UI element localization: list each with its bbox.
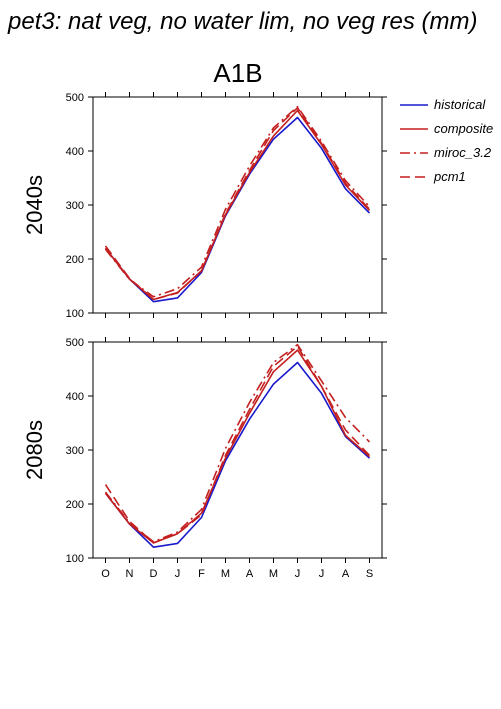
series-line-historical xyxy=(104,361,371,549)
chart-panels: 100 200 300 400 500 2040s 100 200 300 400 500 O N D J F… xyxy=(22,92,387,580)
legend-label: pcm1 xyxy=(433,169,466,184)
x-tick-label: D xyxy=(150,568,158,580)
legend-label: historical xyxy=(434,97,486,112)
x-tick-label: A xyxy=(246,568,254,580)
y-tick-label: 300 xyxy=(66,200,84,212)
row-label: 2040s xyxy=(22,175,47,235)
legend-item-miroc_3.2: miroc_3.2 xyxy=(400,145,492,160)
series-line-miroc_3.2 xyxy=(104,105,371,298)
y-tick-label: 400 xyxy=(66,146,84,158)
legend-label: miroc_3.2 xyxy=(434,145,492,160)
x-tick-label: S xyxy=(366,568,373,580)
series-line-pcm1 xyxy=(104,107,371,301)
y-tick-label: 200 xyxy=(66,499,84,511)
series-line-pcm1 xyxy=(104,345,371,544)
x-tick-label: N xyxy=(126,568,134,580)
plot-frame xyxy=(92,341,383,559)
series-line-composite xyxy=(104,109,371,301)
y-tick-label: 500 xyxy=(66,92,84,104)
x-tick-label: M xyxy=(221,568,230,580)
y-tick-label: 100 xyxy=(66,308,84,320)
y-tick-label: 200 xyxy=(66,254,84,266)
figure-title: pet3: nat veg, no water lim, no veg res … xyxy=(8,8,478,35)
panel-2080s: 100 200 300 400 500 O N D J F M A M J J A S 2080s xyxy=(22,337,387,580)
chart-legend: historical composite miroc_3.2 pcm1 xyxy=(400,97,493,184)
series-line-composite xyxy=(104,349,371,544)
column-title: A1B xyxy=(213,58,262,88)
x-tick-label: O xyxy=(101,568,110,580)
x-tick-label: J xyxy=(319,568,325,580)
row-label: 2080s xyxy=(22,420,47,480)
x-tick-label: J xyxy=(175,568,181,580)
y-tick-label: 500 xyxy=(66,337,84,349)
series-line-historical xyxy=(104,116,371,303)
x-tick-label: A xyxy=(342,568,350,580)
panel-2040s: 100 200 300 400 500 2040s xyxy=(22,92,387,320)
y-tick-label: 100 xyxy=(66,553,84,565)
plot-frame xyxy=(92,96,383,314)
legend-item-composite: composite xyxy=(400,121,493,136)
y-tick-label: 300 xyxy=(66,445,84,457)
x-tick-label: F xyxy=(198,568,205,580)
legend-item-historical: historical xyxy=(400,97,486,112)
y-tick-label: 400 xyxy=(66,391,84,403)
series-line-miroc_3.2 xyxy=(104,343,371,543)
legend-label: composite xyxy=(434,121,493,136)
x-tick-label: M xyxy=(269,568,278,580)
x-tick-label: J xyxy=(295,568,301,580)
legend-item-pcm1: pcm1 xyxy=(400,169,466,184)
